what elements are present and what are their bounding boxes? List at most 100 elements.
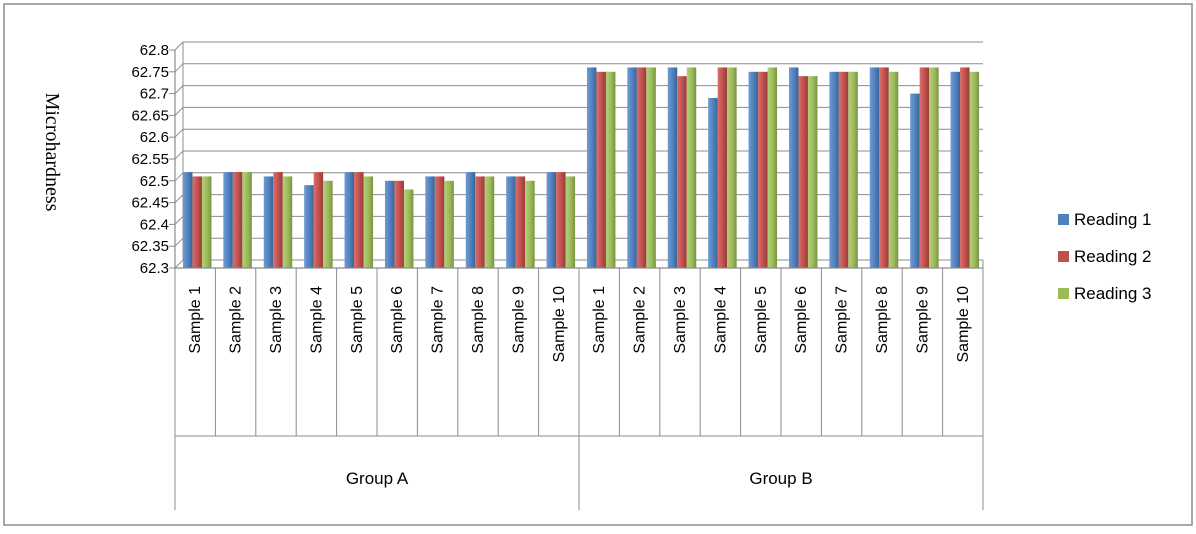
bar-reading-1 [223,172,233,268]
bar-reading-3 [929,67,939,268]
legend-swatch [1058,288,1069,299]
gridline-depth [174,128,184,138]
bar-reading-3 [242,172,252,268]
y-tick-label: 62.35 [131,238,169,255]
bar-reading-3 [969,71,980,268]
legend: Reading 1 Reading 2 Reading 3 [1058,210,1152,303]
gridline-depth [174,259,184,269]
bar-reading-1 [425,176,435,268]
bar-reading-3 [646,67,656,268]
bar-reading-1 [910,93,920,268]
bar-reading-1 [263,176,274,268]
x-category-label: Sample 6 [389,286,406,354]
bar-reading-2 [273,172,283,268]
bar-reading-3 [323,180,333,268]
bar-reading-3 [686,67,697,268]
y-tick-label: 62.5 [140,173,169,190]
bars-layer [182,67,980,269]
bar-reading-1 [465,172,476,268]
bar-reading-2 [677,76,687,268]
bar-reading-3 [484,176,495,268]
bar-reading-2 [596,71,606,268]
gridline-depth [174,194,184,203]
bar-reading-3 [767,67,778,268]
bar-reading-3 [525,180,535,268]
x-category-label: Sample 7 [430,286,447,354]
x-category-label: Sample 9 [914,286,931,354]
gridline-depth [174,172,184,182]
x-category-label: Sample 1 [187,286,204,354]
x-category-label: Sample 6 [793,286,810,354]
x-category-label: Sample 7 [834,286,851,354]
x-category-label: Sample 8 [874,286,891,354]
bar-reading-2 [838,71,849,268]
gridline-depth [174,85,184,94]
y-tick-label: 62.45 [131,195,169,212]
x-category-label: Sample 3 [268,286,285,354]
bar-reading-1 [384,180,395,268]
bar-reading-1 [344,172,355,268]
x-category-label: Sample 5 [349,286,366,354]
y-axis-label: Microhardness [41,93,63,212]
bar-reading-2 [232,172,243,268]
bar-reading-2 [879,67,889,268]
bar-reading-1 [586,67,597,268]
bar-reading-2 [636,67,647,268]
bar-reading-2 [394,180,404,268]
bar-reading-2 [475,176,485,268]
x-category-label: Sample 9 [510,286,527,354]
bar-reading-2 [919,67,930,268]
bar-reading-3 [282,176,293,268]
gridline-depth [174,216,184,225]
bar-reading-2 [798,76,808,268]
bar-reading-3 [807,76,818,268]
bar-reading-1 [667,67,678,268]
bar-reading-3 [363,176,374,268]
x-category-label: Sample 2 [632,286,649,354]
bar-reading-1 [829,71,839,268]
x-category-label: Sample 2 [228,286,245,354]
bar-reading-2 [434,176,445,268]
bar-reading-2 [515,176,526,268]
x-category-label: Sample 3 [672,286,689,354]
bar-reading-1 [708,97,718,269]
bar-reading-3 [444,180,454,268]
bar-reading-2 [758,71,768,268]
bar-reading-1 [748,71,759,268]
x-category-label: Sample 4 [712,286,729,354]
x-category-label: Sample 10 [551,286,568,363]
gridline-depth [174,107,184,116]
x-category-label: Sample 1 [591,286,608,354]
y-tick-label: 62.4 [140,216,169,233]
bar-reading-1 [627,67,637,268]
bar-reading-3 [201,176,212,268]
bar-reading-2 [960,67,970,268]
bar-reading-3 [403,189,414,268]
bar-reading-3 [565,176,576,268]
x-category-label: Sample 10 [955,286,972,363]
y-tick-label: 62.55 [131,151,169,168]
bar-reading-1 [304,185,314,268]
legend-swatch [1058,214,1069,225]
bar-reading-1 [788,67,799,268]
legend-label: Reading 2 [1074,247,1152,266]
x-category-label: Sample 4 [308,286,325,354]
y-tick-label: 62.65 [131,107,169,124]
y-tick-label: 62.75 [131,64,169,81]
bar-reading-2 [192,176,202,268]
bar-reading-1 [869,67,880,268]
gridline-depth [174,63,184,73]
bar-reading-3 [605,71,616,268]
bar-reading-1 [546,172,557,268]
bar-reading-3 [727,67,737,268]
bar-reading-3 [888,71,899,268]
bar-reading-1 [506,176,516,268]
gridline-depth [174,41,184,51]
y-tick-label: 62.8 [140,42,169,59]
x-category-label: Sample 8 [470,286,487,354]
y-tick-label: 62.7 [140,86,169,103]
group-label: Group A [346,469,409,488]
bar-reading-2 [354,172,364,268]
